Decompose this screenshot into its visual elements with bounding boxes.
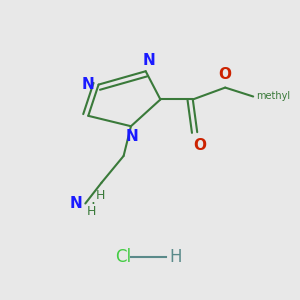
Text: methyl: methyl — [256, 91, 290, 100]
Text: ·: · — [90, 196, 95, 211]
Text: N: N — [126, 129, 139, 144]
Text: N: N — [70, 196, 83, 211]
Text: H: H — [169, 248, 182, 266]
Text: Cl: Cl — [115, 248, 131, 266]
Text: N: N — [81, 77, 94, 92]
Text: N: N — [142, 53, 155, 68]
Text: O: O — [219, 67, 232, 82]
Text: H: H — [87, 205, 96, 218]
Text: H: H — [96, 189, 105, 202]
Text: O: O — [194, 138, 207, 153]
